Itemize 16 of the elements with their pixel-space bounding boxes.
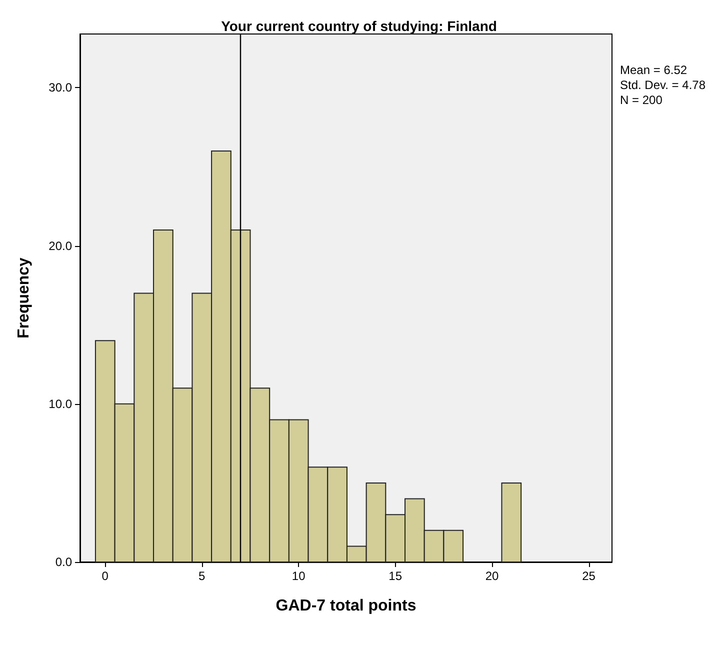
text: Mean = 6.52: [620, 63, 688, 77]
text: Std. Dev. = 4.78: [620, 78, 706, 92]
chart-title: Your current country of studying: Finland: [221, 18, 497, 34]
x-tick-label: 15: [388, 569, 402, 583]
x-tick-label: 0: [102, 569, 109, 583]
y-tick-label: 0.0: [55, 555, 72, 569]
x-tick-label: 5: [198, 569, 206, 583]
y-tick-label: 20.0: [48, 238, 72, 253]
y-tick-label: 10.0: [48, 396, 72, 411]
text: N = 200: [620, 93, 663, 107]
y-tick-label: 30.0: [48, 80, 72, 95]
x-tick-label: 25: [582, 569, 596, 583]
x-tick-label: 10: [292, 569, 306, 583]
x-axis-title: GAD-7 total points: [276, 598, 416, 614]
y-axis-title: Frequency: [16, 257, 32, 338]
x-tick-label: 20: [485, 569, 500, 583]
